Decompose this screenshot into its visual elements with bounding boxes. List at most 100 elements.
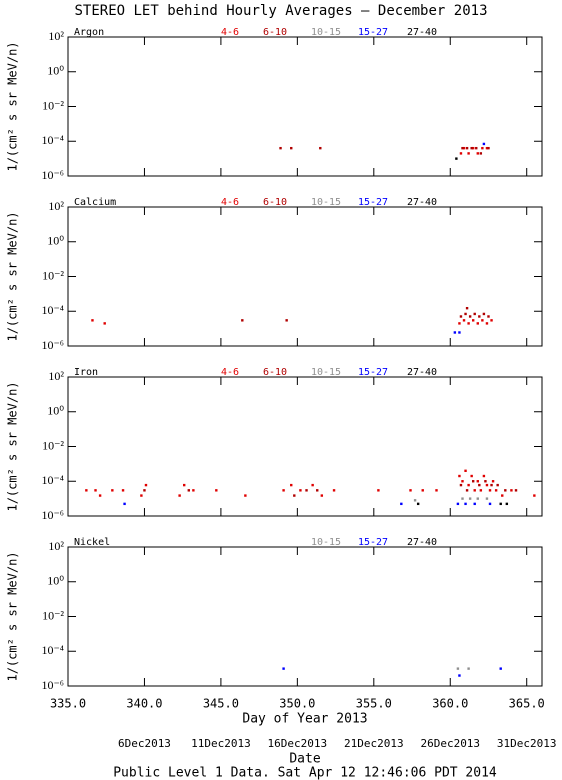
y-tick-label: 10⁰ <box>47 574 64 588</box>
data-point <box>461 497 464 500</box>
data-point <box>400 502 403 506</box>
data-point <box>416 502 420 506</box>
plot-frame <box>67 36 543 177</box>
data-point <box>103 322 106 325</box>
x-tick-label: 335.0 <box>50 697 86 711</box>
data-point <box>409 489 412 492</box>
data-point <box>470 146 473 150</box>
data-point <box>462 319 466 322</box>
data-point <box>485 483 489 487</box>
data-point <box>496 483 499 487</box>
data-point <box>485 146 489 150</box>
data-point <box>490 483 493 487</box>
y-tick-label: 10⁻⁶ <box>41 678 64 692</box>
data-point <box>473 502 476 506</box>
y-axis-title: 1/(cm² s sr MeV/n) <box>6 551 20 681</box>
data-point <box>514 489 518 492</box>
data-point <box>459 483 463 487</box>
legend-label: 4-6 <box>221 27 239 38</box>
legend-label: 6-10 <box>263 27 287 38</box>
x-tick-label: 365.0 <box>509 697 545 711</box>
date-label: 21Dec2013 <box>344 737 404 750</box>
data-point <box>479 152 483 155</box>
data-point <box>456 502 460 506</box>
data-point <box>479 489 483 492</box>
data-point <box>187 489 190 492</box>
data-point <box>501 494 504 497</box>
legend-label: 27-40 <box>407 27 437 38</box>
data-point <box>305 489 308 492</box>
x-tick-label: 345.0 <box>203 697 239 711</box>
y-axis-title: 1/(cm² s sr MeV/n) <box>6 211 20 341</box>
x-tick-label: 340.0 <box>126 697 162 711</box>
data-point <box>123 502 126 506</box>
data-point <box>461 146 464 150</box>
data-point <box>465 146 469 150</box>
data-point <box>299 489 302 492</box>
data-point <box>471 480 475 483</box>
data-point <box>491 480 495 483</box>
data-point <box>332 489 336 492</box>
data-point <box>316 489 319 492</box>
data-point <box>465 306 469 310</box>
plot-frame <box>67 546 543 687</box>
y-tick-label: 10⁻⁶ <box>41 168 64 182</box>
data-point <box>290 146 293 150</box>
data-point <box>290 483 293 487</box>
legend-label: 4-6 <box>221 197 239 208</box>
data-point <box>488 489 492 492</box>
data-point <box>462 146 466 150</box>
plot-frame <box>67 206 543 347</box>
plot-frame <box>67 376 543 517</box>
data-point <box>140 494 143 497</box>
data-point <box>458 474 461 478</box>
y-tick-label: 10⁻⁶ <box>41 508 64 522</box>
data-point <box>465 489 469 492</box>
data-point <box>111 489 114 492</box>
date-label: 6Dec2013 <box>118 737 171 750</box>
legend-label: 10-15 <box>311 197 341 208</box>
legend-label: 6-10 <box>263 367 287 378</box>
data-point <box>499 502 502 506</box>
data-point <box>377 489 380 492</box>
data-point <box>244 494 247 497</box>
data-point <box>435 489 438 492</box>
data-point <box>484 480 487 483</box>
date-label: 26Dec2013 <box>420 737 480 750</box>
data-point <box>476 497 479 500</box>
y-tick-label: 10⁻² <box>42 438 64 452</box>
data-point <box>279 146 282 150</box>
legend-label: 10-15 <box>311 537 341 548</box>
data-point <box>453 331 457 334</box>
data-point <box>459 315 463 318</box>
legend-label: 10-15 <box>311 27 341 38</box>
data-point <box>183 483 186 487</box>
x-axis-title: Day of Year 2013 <box>242 712 367 727</box>
y-tick-label: 10⁰ <box>47 64 64 78</box>
legend-label: 27-40 <box>407 367 437 378</box>
data-point <box>473 489 476 492</box>
data-point <box>85 489 88 492</box>
date-label: 16Dec2013 <box>268 737 328 750</box>
legend-label: 6-10 <box>263 197 287 208</box>
y-tick-label: 10⁻⁶ <box>41 338 64 352</box>
data-point <box>487 146 490 150</box>
data-point <box>482 474 486 478</box>
data-point <box>192 489 195 492</box>
data-point <box>504 489 507 492</box>
data-point <box>94 489 97 492</box>
data-point <box>215 489 218 492</box>
data-point <box>421 489 424 492</box>
y-tick-label: 10² <box>48 369 64 383</box>
data-point <box>311 483 314 487</box>
data-point <box>533 494 536 497</box>
data-point <box>320 494 324 497</box>
data-point <box>494 489 498 492</box>
legend-label: 15-27 <box>358 197 388 208</box>
data-point <box>485 322 489 325</box>
data-point <box>241 319 244 322</box>
legend-label: 15-27 <box>358 537 388 548</box>
y-axis-title: 1/(cm² s sr MeV/n) <box>6 41 20 171</box>
data-point <box>143 489 146 492</box>
data-point <box>467 322 470 325</box>
